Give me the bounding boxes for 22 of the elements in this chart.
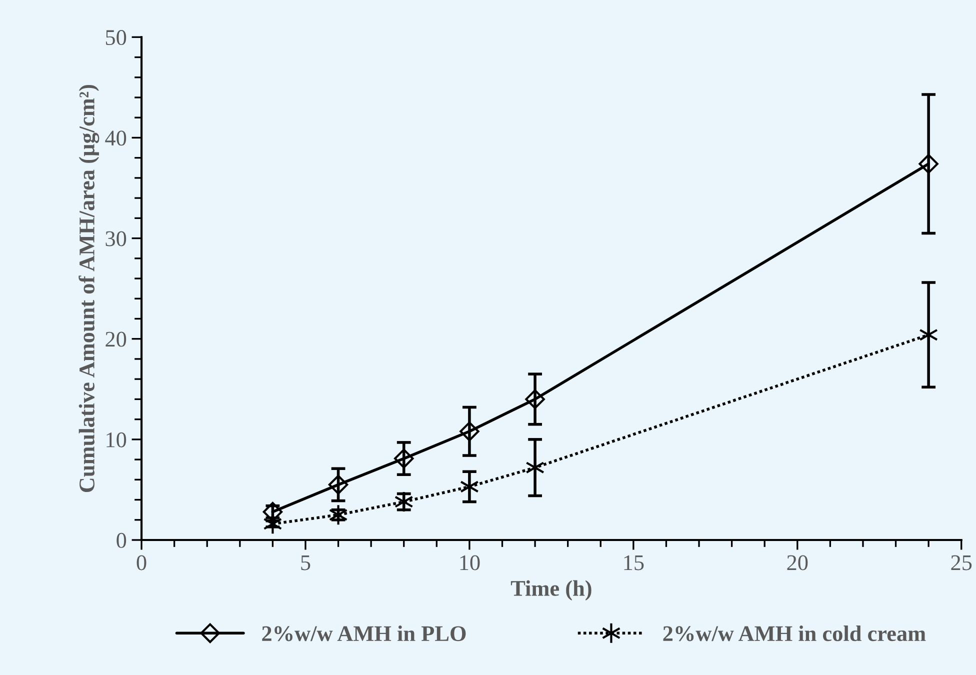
y-axis-title: Cumulative Amount of AMH/area (µg/cm²) xyxy=(78,84,100,492)
point xyxy=(460,421,480,442)
y-tick-label: 40 xyxy=(105,130,126,146)
legend-label: 2%w/w AMH in cold cream xyxy=(663,626,926,642)
y-tick-label: 30 xyxy=(106,231,126,246)
point xyxy=(328,474,348,495)
x-tick-label: 15 xyxy=(624,555,644,570)
legend-label: 2%w/w AMH in PLO xyxy=(262,626,466,642)
point xyxy=(328,504,348,526)
point xyxy=(525,389,545,410)
x-tick-label: 10 xyxy=(460,555,480,570)
x-tick-label: 5 xyxy=(301,555,310,570)
point xyxy=(918,154,938,174)
x-tick-label: 0 xyxy=(136,555,146,570)
x-tick-label: 20 xyxy=(787,555,808,570)
y-tick-label: 20 xyxy=(106,332,126,347)
point xyxy=(394,448,414,468)
y-tick-label: 50 xyxy=(106,30,126,46)
y-tick-label: 10 xyxy=(106,432,126,448)
x-tick-label: 25 xyxy=(951,555,972,570)
x-axis-title: Time (h) xyxy=(510,580,592,600)
y-tick-label: 0 xyxy=(116,532,126,548)
